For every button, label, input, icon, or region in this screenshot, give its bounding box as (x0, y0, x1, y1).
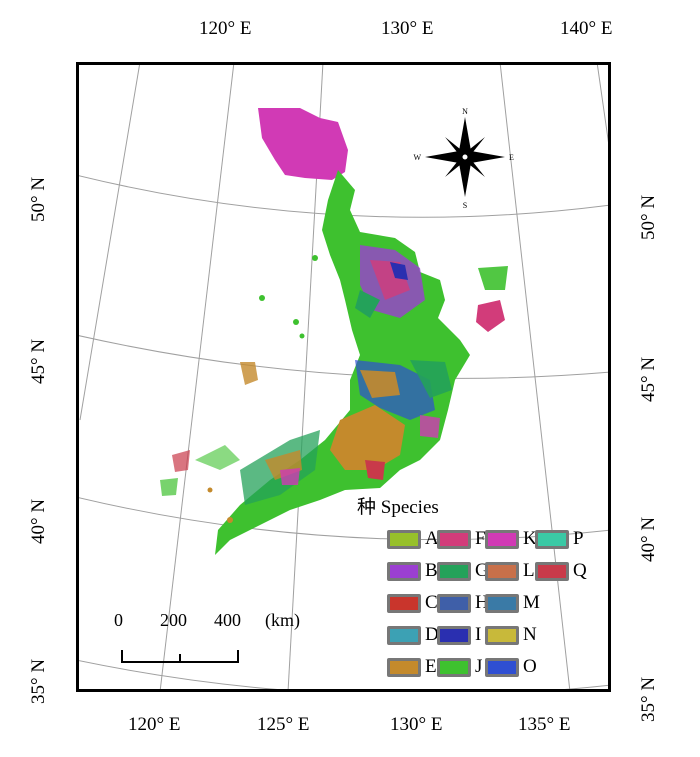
legend-label: L (523, 560, 535, 581)
legend-item-m: M (485, 592, 540, 614)
legend-swatch (485, 657, 519, 677)
legend-item-e: E (387, 656, 437, 678)
legend-label: N (523, 624, 537, 645)
legend-swatch (387, 529, 421, 549)
bottom-lon-130: 130° E (390, 714, 443, 735)
bottom-lon-125: 125° E (257, 714, 310, 735)
legend-swatch (437, 657, 471, 677)
scale-tick-200: 200 (160, 610, 187, 630)
legend-item-j: J (437, 656, 482, 678)
right-lat-45: 45° N (638, 356, 659, 402)
left-lat-35: 35° N (28, 658, 49, 704)
scale-tick-0: 0 (114, 610, 123, 630)
legend-title: 种 Species (357, 497, 439, 518)
legend-swatch (485, 529, 519, 549)
legend-label: I (475, 624, 482, 645)
species-distribution (160, 108, 508, 555)
legend-swatch (535, 561, 569, 581)
scale-tick-400: 400 (214, 610, 241, 630)
legend-item-a: A (387, 528, 439, 550)
legend-item-l: L (485, 560, 535, 582)
compass-s: S (463, 201, 467, 210)
legend-swatch (485, 625, 519, 645)
legend-item-g: G (437, 560, 489, 582)
legend-swatch (437, 625, 471, 645)
map-canvas: N S E W (79, 65, 608, 689)
legend-label: P (573, 528, 584, 549)
legend-swatch (387, 561, 421, 581)
bottom-lon-120: 120° E (128, 714, 181, 735)
compass-e: E (509, 153, 514, 162)
legend-swatch (535, 529, 569, 549)
legend-swatch (387, 657, 421, 677)
legend-swatch (437, 529, 471, 549)
compass-w: W (413, 153, 421, 162)
legend-item-b: B (387, 560, 438, 582)
top-lon-120: 120° E (199, 18, 252, 39)
legend-item-p: P (535, 528, 584, 550)
legend-label: K (523, 528, 537, 549)
legend-label: C (425, 592, 438, 613)
legend-swatch (437, 561, 471, 581)
left-lat-45: 45° N (28, 338, 49, 384)
legend-item-k: K (485, 528, 537, 550)
legend-label: J (475, 656, 483, 677)
legend-item-h: H (437, 592, 489, 614)
legend-label: A (425, 528, 439, 549)
legend-item-f: F (437, 528, 486, 550)
scale-unit: (km) (265, 610, 300, 630)
legend-label: F (475, 528, 486, 549)
legend-label: D (425, 624, 439, 645)
legend-label: B (425, 560, 438, 581)
left-lat-50: 50° N (28, 176, 49, 222)
left-lat-40: 40° N (28, 498, 49, 544)
legend-item-d: D (387, 624, 439, 646)
right-lat-50: 50° N (638, 194, 659, 240)
legend-swatch (387, 625, 421, 645)
legend-item-n: N (485, 624, 537, 646)
bottom-lon-135: 135° E (518, 714, 571, 735)
legend-swatch (437, 593, 471, 613)
legend-swatch (485, 593, 519, 613)
legend-label: Q (573, 560, 587, 581)
legend-swatch (387, 593, 421, 613)
top-lon-130: 130° E (381, 18, 434, 39)
legend-item-o: O (485, 656, 537, 678)
legend-item-c: C (387, 592, 438, 614)
scale-bar-line (121, 650, 239, 663)
top-lon-140: 140° E (560, 18, 613, 39)
compass-rose: N S E W (413, 107, 514, 210)
legend-label: E (425, 656, 437, 677)
map-frame: N S E W (76, 62, 611, 692)
legend-item-i: I (437, 624, 481, 646)
legend-label: M (523, 592, 540, 613)
legend-item-q: Q (535, 560, 587, 582)
legend-label: O (523, 656, 537, 677)
right-lat-40: 40° N (638, 516, 659, 562)
right-lat-35: 35° N (638, 676, 659, 722)
scale-bar: 0 200 400 (km) (110, 610, 330, 670)
compass-n: N (462, 107, 468, 116)
legend-swatch (485, 561, 519, 581)
